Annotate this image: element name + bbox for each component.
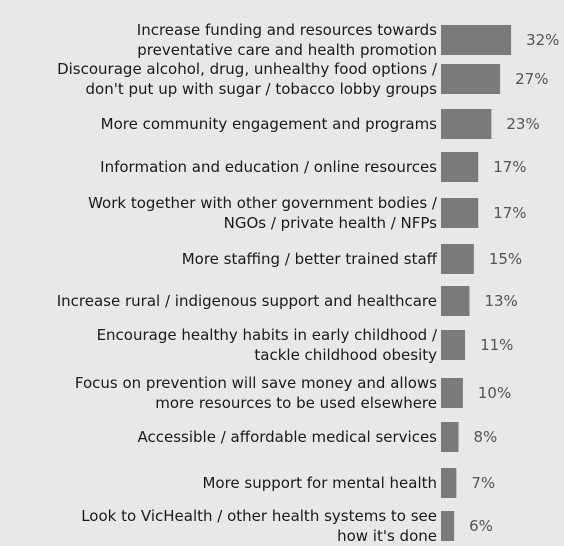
category-label: Increase funding and resources towards pr… bbox=[137, 21, 437, 59]
value-label: 8% bbox=[474, 428, 498, 446]
category-label-line: Discourage alcohol, drug, unhealthy food… bbox=[57, 60, 438, 78]
value-labels-group: 32% 27% 23% 17% 17% 15% 13% 11% 10% 8% 7% 6% bbox=[469, 31, 559, 535]
category-label: Discourage alcohol, drug, unhealthy food… bbox=[57, 60, 438, 98]
category-label-line: Information and education / online resou… bbox=[100, 158, 437, 176]
bar bbox=[441, 64, 501, 94]
category-labels-group: Increase funding and resources towards pr… bbox=[57, 21, 438, 545]
category-label-line: Increase rural / indigenous support and … bbox=[57, 292, 437, 310]
category-label-line: NGOs / private health / NFPs bbox=[224, 214, 438, 232]
value-label: 7% bbox=[471, 474, 495, 492]
category-label-line: Work together with other government bodi… bbox=[88, 194, 438, 212]
bars-group bbox=[441, 25, 512, 541]
category-label-line: Focus on prevention will save money and … bbox=[75, 374, 437, 392]
category-label: Look to VicHealth / other health systems… bbox=[81, 507, 437, 545]
value-label: 17% bbox=[493, 204, 526, 222]
bar bbox=[441, 330, 466, 360]
category-label: More community engagement and programs bbox=[101, 115, 438, 133]
category-label-line: preventative care and health promotion bbox=[137, 41, 437, 59]
bar bbox=[441, 468, 457, 498]
category-label-line: More community engagement and programs bbox=[101, 115, 438, 133]
bar bbox=[441, 109, 492, 139]
value-label: 27% bbox=[515, 70, 548, 88]
category-label-line: Look to VicHealth / other health systems… bbox=[81, 507, 437, 525]
category-label-line: More support for mental health bbox=[202, 474, 437, 492]
value-label: 6% bbox=[469, 517, 493, 535]
category-label-line: tackle childhood obesity bbox=[254, 346, 437, 364]
category-label-line: Increase funding and resources towards bbox=[137, 21, 437, 39]
value-label: 23% bbox=[506, 115, 539, 133]
category-label-line: more resources to be used elsewhere bbox=[155, 394, 437, 412]
value-label: 32% bbox=[526, 31, 559, 49]
value-label: 15% bbox=[489, 250, 522, 268]
category-label: Increase rural / indigenous support and … bbox=[57, 292, 437, 310]
bar bbox=[441, 422, 459, 452]
category-label-line: Accessible / affordable medical services bbox=[138, 428, 438, 446]
bar bbox=[441, 25, 512, 55]
category-label: Focus on prevention will save money and … bbox=[75, 374, 437, 412]
category-label-line: More staffing / better trained staff bbox=[182, 250, 438, 268]
bar bbox=[441, 152, 479, 182]
category-label: Work together with other government bodi… bbox=[88, 194, 438, 232]
category-label: Information and education / online resou… bbox=[100, 158, 437, 176]
value-label: 13% bbox=[484, 292, 517, 310]
category-label-line: Encourage healthy habits in early childh… bbox=[97, 326, 438, 344]
bar bbox=[441, 244, 474, 274]
value-label: 10% bbox=[478, 384, 511, 402]
bar bbox=[441, 511, 455, 541]
bar bbox=[441, 378, 463, 408]
category-label: More support for mental health bbox=[202, 474, 437, 492]
value-label: 11% bbox=[480, 336, 513, 354]
bar bbox=[441, 198, 479, 228]
category-label: Encourage healthy habits in early childh… bbox=[97, 326, 438, 364]
category-label: More staffing / better trained staff bbox=[182, 250, 438, 268]
category-label: Accessible / affordable medical services bbox=[138, 428, 438, 446]
bar bbox=[441, 286, 470, 316]
category-label-line: how it's done bbox=[337, 527, 437, 545]
value-label: 17% bbox=[493, 158, 526, 176]
category-label-line: don't put up with sugar / tobacco lobby … bbox=[86, 80, 438, 98]
